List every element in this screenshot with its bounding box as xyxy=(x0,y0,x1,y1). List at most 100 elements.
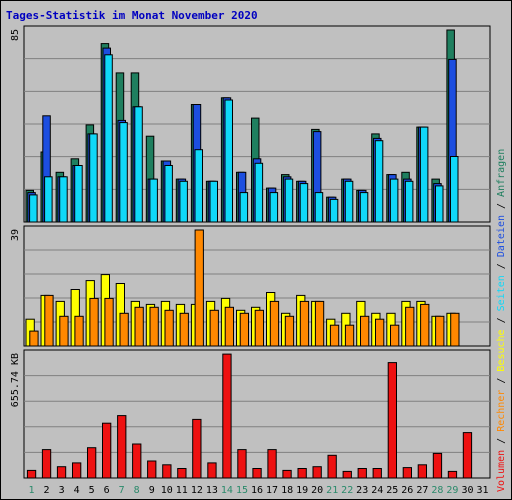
x-tick-label-22: 22 xyxy=(341,485,353,496)
bar-volumen-day-18 xyxy=(282,469,292,479)
legend-text: Volumen / Rechner / Besuche / Seiten / D… xyxy=(496,149,507,492)
x-tick-label-19: 19 xyxy=(296,485,308,496)
bar-rechner-day-16 xyxy=(254,309,264,347)
legend-entry-rechner: Rechner xyxy=(496,390,507,432)
plot-area xyxy=(23,349,491,479)
bar-rechner-day-9 xyxy=(149,306,159,347)
legend-separator: / xyxy=(496,311,507,329)
bar-volumen-day-15 xyxy=(237,449,247,479)
legend-entry-dateien: Dateien xyxy=(496,215,507,257)
x-tick-label-7: 7 xyxy=(119,485,125,496)
bar-rechner-day-11 xyxy=(179,312,189,347)
bar-volumen-day-13 xyxy=(207,462,217,479)
bar-rechner-day-26 xyxy=(405,306,415,347)
bar-rechner-day-2 xyxy=(44,294,54,347)
bar-rechner-day-8 xyxy=(134,306,144,347)
legend-separator: / xyxy=(496,432,507,450)
bar-rechner-day-21 xyxy=(329,324,340,347)
bar-volumen-day-4 xyxy=(72,462,82,479)
bar-rechner-day-20 xyxy=(314,300,325,347)
bar-seiten-day-24 xyxy=(374,140,384,223)
bar-rechner-day-13 xyxy=(209,309,219,347)
bar-volumen-day-29 xyxy=(447,470,458,479)
x-tick-label-18: 18 xyxy=(281,485,293,496)
series-volumen xyxy=(26,353,473,479)
bar-rechner-day-7 xyxy=(119,312,129,347)
legend-entry-besuche: Besuche xyxy=(496,329,507,371)
bar-volumen-day-10 xyxy=(162,464,172,479)
bar-seiten-day-6 xyxy=(104,54,113,223)
x-tick-label-6: 6 xyxy=(104,485,110,496)
bar-seiten-day-8 xyxy=(134,106,143,223)
legend-separator: / xyxy=(496,257,507,275)
bar-seiten-day-9 xyxy=(149,178,158,223)
x-tick-label-12: 12 xyxy=(191,485,203,496)
x-tick-label-17: 17 xyxy=(266,485,278,496)
panel-top: 85 xyxy=(10,25,491,223)
y-max-label: 85 xyxy=(10,29,21,41)
x-tick-label-8: 8 xyxy=(134,485,140,496)
bar-volumen-day-12 xyxy=(192,418,202,479)
x-tick-label-25: 25 xyxy=(386,485,398,496)
bar-rechner-day-22 xyxy=(344,324,355,347)
bar-seiten-day-13 xyxy=(209,180,218,223)
bar-rechner-day-12 xyxy=(194,229,204,347)
x-tick-label-11: 11 xyxy=(176,485,188,496)
bar-volumen-day-28 xyxy=(432,452,443,479)
bar-volumen-day-27 xyxy=(417,464,428,479)
bar-seiten-day-29 xyxy=(450,156,459,223)
bar-volumen-day-17 xyxy=(267,449,277,479)
bar-seiten-day-23 xyxy=(359,192,369,223)
bar-volumen-day-21 xyxy=(327,454,337,479)
bar-seiten-day-2 xyxy=(44,176,53,223)
bar-volumen-day-25 xyxy=(387,362,398,479)
bar-rechner-day-15 xyxy=(239,312,249,347)
bar-rechner-day-28 xyxy=(435,315,445,347)
x-tick-label-29: 29 xyxy=(446,485,458,496)
bar-volumen-day-24 xyxy=(372,468,382,479)
bar-seiten-day-22 xyxy=(344,180,354,223)
x-tick-label-21: 21 xyxy=(326,485,338,496)
x-tick-label-9: 9 xyxy=(149,485,155,496)
bar-volumen-day-20 xyxy=(312,466,322,479)
bar-volumen-day-9 xyxy=(147,460,157,479)
bar-rechner-day-14 xyxy=(224,306,234,347)
bar-volumen-day-2 xyxy=(41,449,52,479)
bar-volumen-day-7 xyxy=(117,415,127,479)
bar-seiten-day-19 xyxy=(299,183,309,223)
x-tick-label-16: 16 xyxy=(251,485,263,496)
series-rechner xyxy=(29,229,460,347)
bar-rechner-day-18 xyxy=(284,315,295,347)
bar-volumen-day-16 xyxy=(252,468,262,479)
bar-volumen-day-6 xyxy=(102,422,112,479)
x-tick-label-31: 31 xyxy=(476,485,488,496)
bar-seiten-day-14 xyxy=(224,99,233,223)
bar-rechner-day-24 xyxy=(375,318,385,347)
x-tick-label-24: 24 xyxy=(371,485,383,496)
bar-volumen-day-22 xyxy=(342,470,352,479)
bar-volumen-day-3 xyxy=(56,466,67,479)
bar-rechner-day-27 xyxy=(420,303,430,347)
bar-volumen-day-26 xyxy=(402,467,413,479)
x-tick-label-5: 5 xyxy=(89,485,95,496)
x-tick-label-23: 23 xyxy=(356,485,368,496)
bar-seiten-day-11 xyxy=(179,180,188,223)
bar-seiten-day-15 xyxy=(239,192,249,223)
bar-volumen-day-1 xyxy=(26,469,37,479)
legend-entry-seiten: Seiten xyxy=(496,275,507,311)
bar-seiten-day-26 xyxy=(404,180,414,223)
series-seiten xyxy=(29,54,459,223)
bar-seiten-day-1 xyxy=(29,194,38,223)
bar-seiten-day-4 xyxy=(74,165,83,223)
bar-seiten-day-17 xyxy=(269,192,279,223)
x-tick-label-13: 13 xyxy=(206,485,218,496)
bar-seiten-day-25 xyxy=(389,178,399,223)
y-max-label: 39 xyxy=(10,229,21,241)
chart-title: Tages-Statistik im Monat November 2020 xyxy=(6,9,258,22)
x-tick-label-28: 28 xyxy=(431,485,443,496)
bar-volumen-day-14 xyxy=(222,353,232,479)
x-tick-label-20: 20 xyxy=(311,485,323,496)
legend-separator: / xyxy=(496,197,507,215)
panel-middle: 39 xyxy=(10,225,491,347)
